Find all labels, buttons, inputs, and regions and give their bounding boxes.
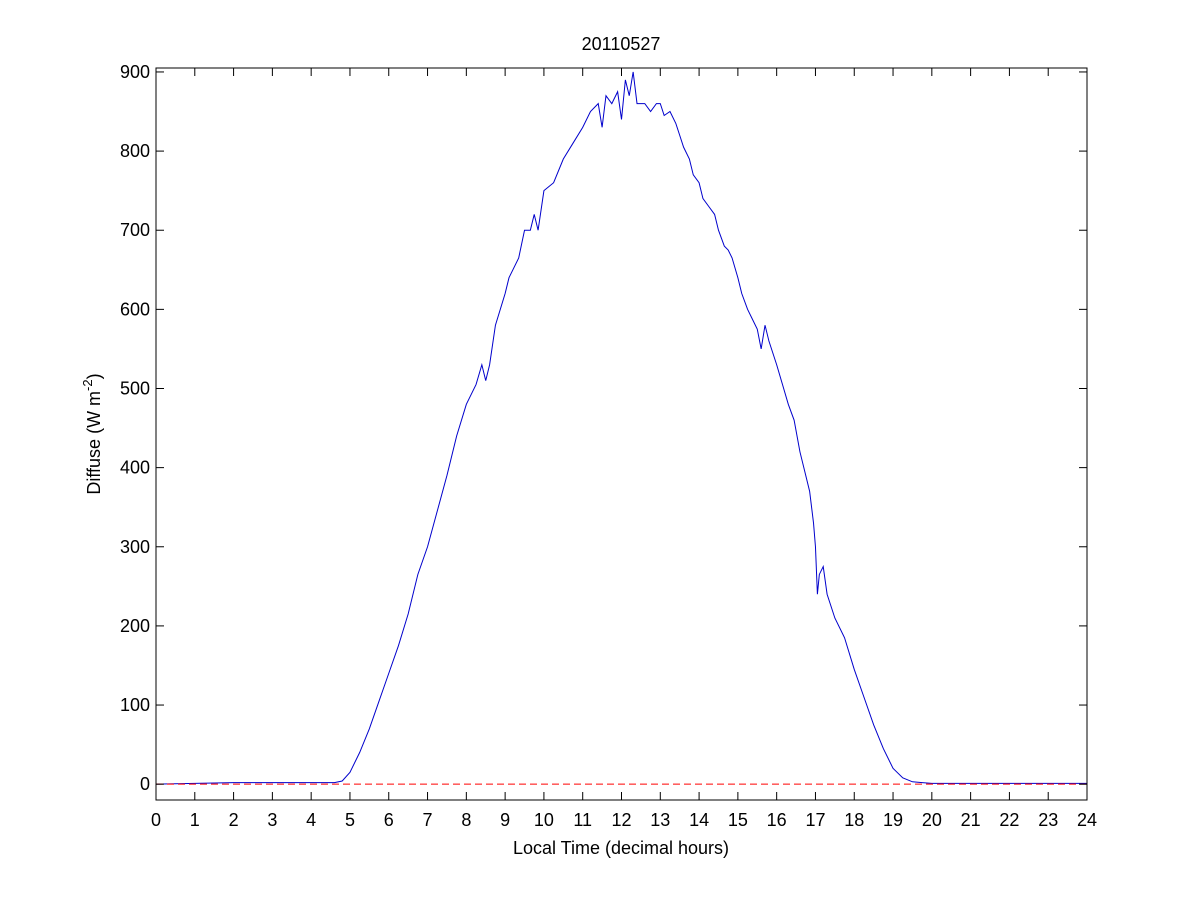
x-tick-label: 7 [423,810,433,830]
x-tick-label: 23 [1038,810,1058,830]
x-tick-label: 3 [267,810,277,830]
y-tick-label: 400 [120,458,150,478]
x-tick-label: 10 [534,810,554,830]
x-tick-label: 0 [151,810,161,830]
x-tick-label: 16 [767,810,787,830]
x-tick-label: 18 [844,810,864,830]
x-tick-label: 1 [190,810,200,830]
x-tick-label: 20 [922,810,942,830]
x-tick-label: 19 [883,810,903,830]
x-tick-label: 14 [689,810,709,830]
x-tick-label: 11 [573,810,592,830]
x-tick-label: 4 [306,810,316,830]
x-tick-label: 24 [1077,810,1097,830]
y-axis-label-main: Diffuse (W m [84,391,104,495]
y-tick-label: 200 [120,616,150,636]
y-tick-label: 500 [120,378,150,398]
x-tick-label: 5 [345,810,355,830]
y-tick-label: 900 [120,62,150,82]
x-tick-label: 9 [500,810,510,830]
y-axis-label: Diffuse (W m-2) [80,373,104,494]
y-tick-label: 0 [140,774,150,794]
y-axis-label-close: ) [84,373,104,379]
y-tick-label: 700 [120,220,150,240]
x-tick-label: 6 [384,810,394,830]
x-tick-label: 17 [805,810,825,830]
plot-area [156,68,1087,800]
series-layer [155,71,1087,785]
x-tick-label: 12 [611,810,631,830]
series-line-diffuse [155,71,1087,785]
y-tick-label: 800 [120,141,150,161]
y-axis-label-superscript: -2 [80,379,95,391]
chart-title: 20110527 [582,34,661,54]
y-axis-ticks: 0 100 200 300 400 500 600 700 800 900 [120,62,1087,794]
x-tick-label: 8 [461,810,471,830]
x-tick-label: 15 [728,810,748,830]
x-tick-label: 22 [999,810,1019,830]
x-tick-label: 13 [650,810,670,830]
x-tick-label: 2 [229,810,239,830]
x-axis-label: Local Time (decimal hours) [513,838,729,858]
y-tick-label: 600 [120,299,150,319]
y-tick-label: 100 [120,695,150,715]
x-tick-label: 21 [961,810,981,830]
x-axis-ticks: 0 1 2 3 4 5 6 7 8 9 10 11 12 13 14 15 16 17 18 19 20 21 22 23 24 [151,68,1097,830]
y-tick-label: 300 [120,537,150,557]
